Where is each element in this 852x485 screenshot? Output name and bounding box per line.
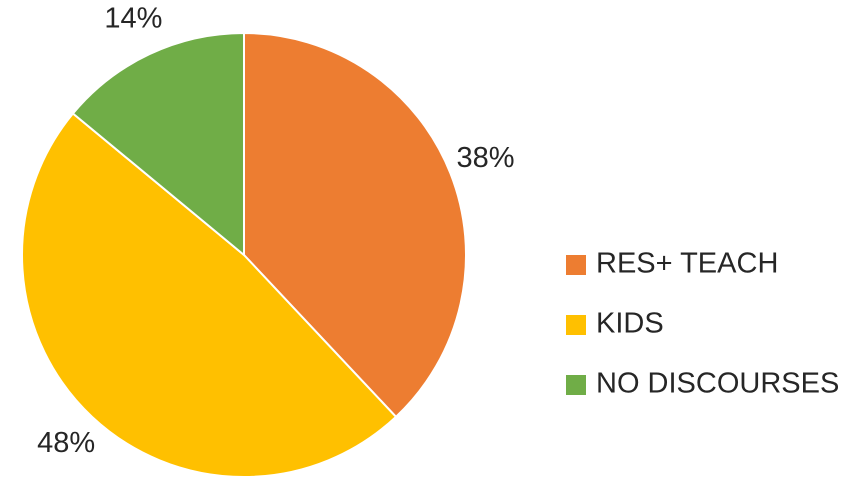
pie-slice bbox=[71, 31, 245, 258]
legend-label: NO DISCOURSES bbox=[596, 368, 839, 400]
pie-slice bbox=[243, 31, 467, 419]
data-label: 48% bbox=[37, 427, 95, 459]
pie-slice bbox=[21, 112, 398, 478]
legend-swatch bbox=[566, 315, 586, 335]
legend-swatch bbox=[566, 375, 586, 395]
data-label: 38% bbox=[456, 142, 514, 174]
data-label: 14% bbox=[104, 3, 162, 35]
legend-swatch bbox=[566, 255, 586, 275]
legend-label: RES+ TEACH bbox=[596, 248, 778, 280]
legend-label: KIDS bbox=[596, 308, 664, 340]
